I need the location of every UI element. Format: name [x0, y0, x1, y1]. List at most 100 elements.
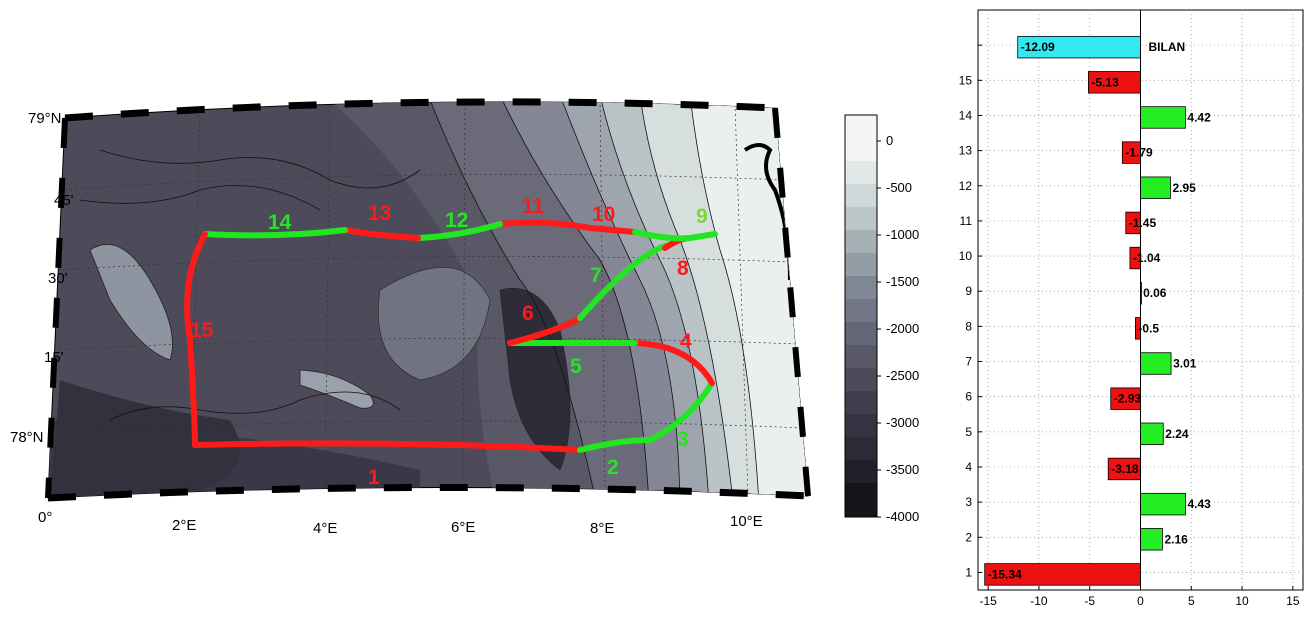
colorbar-step	[845, 322, 877, 345]
bar-value-label: -1.79	[1125, 146, 1153, 160]
bar-chart: -15.34 2.16 4.43 -3.18 2.24 -2.93 3.01 -0.5 0.06…	[959, 9, 1304, 608]
colorbar-label: -500	[886, 180, 912, 195]
x-tick-label: -10	[1030, 594, 1048, 608]
bar-section-5	[1140, 422, 1164, 446]
lon-label-8e: 8°E	[590, 520, 614, 537]
y-tick-label: 8	[965, 319, 972, 333]
section-2	[577, 437, 653, 453]
section-12	[415, 221, 503, 241]
y-tick-label: 6	[965, 390, 972, 404]
bar-value-label: -15.34	[988, 567, 1022, 581]
bathy-bump	[378, 266, 491, 381]
bathy-ridge-mid	[299, 369, 374, 409]
section-label-2: 2	[607, 456, 619, 479]
colorbar-label: 0	[886, 133, 893, 148]
section-3	[647, 380, 715, 443]
map-panel: 1 2 3 4 5 6 7 8 9 10 11 12 13 14 15 79°N…	[10, 98, 811, 537]
map-border	[45, 98, 811, 502]
bar-value-label: 2.16	[1164, 532, 1188, 546]
lat-label-79n: 79°N	[28, 110, 62, 127]
section-label-12: 12	[445, 209, 468, 232]
bar-value-label: 4.42	[1187, 110, 1211, 124]
contours	[79, 101, 761, 499]
y-tick-label: 3	[965, 495, 972, 509]
colorbar-label: -2500	[886, 368, 919, 383]
colorbar-step	[845, 391, 877, 414]
bar-value-label: 2.95	[1172, 181, 1196, 195]
colorbar-ticks	[877, 140, 881, 518]
bar-section-12	[1140, 176, 1171, 199]
colorbar-label: -3000	[886, 415, 919, 430]
section-13	[342, 227, 421, 241]
y-tick-label: 10	[959, 249, 973, 263]
y-tick-label: 13	[959, 144, 973, 158]
y-tick-label: 2	[965, 530, 972, 544]
section-4	[632, 340, 715, 386]
lon-label-0: 0°	[38, 509, 52, 526]
section-label-13: 13	[368, 202, 391, 225]
colorbar-step	[845, 437, 877, 460]
x-tick-label: 15	[1286, 594, 1300, 608]
graticule	[49, 101, 804, 499]
colorbar-label: -2000	[886, 321, 919, 336]
bar-value-label: -0.5	[1138, 321, 1159, 335]
lon-label-4e: 4°E	[313, 520, 337, 537]
colorbar-step	[845, 207, 877, 230]
y-tick-label: 12	[959, 179, 973, 193]
bar-section-7	[1140, 352, 1172, 375]
lat-label-15: 15'	[44, 349, 64, 366]
colorbar-step	[845, 460, 877, 483]
section-1	[192, 440, 583, 453]
bar-value-label: -1.45	[1129, 216, 1157, 230]
section-label-6: 6	[522, 302, 534, 325]
lat-label-45: 45'	[54, 192, 74, 209]
section-label-8: 8	[677, 257, 689, 280]
bars: -15.34 2.16 4.43 -3.18 2.24 -2.93 3.01 -0.5 0.06…	[984, 35, 1211, 586]
bathy-deep-east	[499, 288, 571, 471]
x-tick-label: 5	[1188, 594, 1195, 608]
y-tick-label: 5	[965, 425, 972, 439]
section-15	[184, 231, 208, 448]
sections	[184, 219, 718, 453]
colorbar-outline	[844, 114, 878, 518]
section-14	[202, 227, 348, 239]
section-label-10: 10	[592, 203, 615, 226]
bar-section-3	[1140, 492, 1186, 516]
colorbar-label: -1500	[886, 274, 919, 289]
section-6	[507, 315, 583, 346]
map-axis-labels: 79°N 45' 30' 15' 78°N 0° 2°E 4°E 6°E 8°E…	[10, 110, 763, 537]
section-label-9: 9	[696, 205, 708, 228]
y-tick-label: 9	[965, 284, 972, 298]
lon-label-6e: 6°E	[451, 519, 475, 536]
colorbar-step	[845, 368, 877, 391]
section-label-15: 15	[190, 319, 214, 342]
y-tick-label: 15	[959, 73, 973, 87]
colorbar-step	[845, 161, 877, 184]
section-11	[497, 219, 593, 231]
colorbar-step	[845, 345, 877, 368]
section-labels: 1 2 3 4 5 6 7 8 9 10 11 12 13 14 15	[190, 195, 708, 489]
bar-value-label: 0.06	[1143, 286, 1167, 300]
bar-value-label: 3.01	[1173, 357, 1197, 371]
section-label-4: 4	[680, 330, 692, 353]
colorbar-step	[845, 299, 877, 322]
bar-value-label: -1.04	[1133, 251, 1161, 265]
x-tick-label: -15	[979, 594, 997, 608]
lat-label-30: 30'	[48, 270, 68, 287]
section-10b	[632, 229, 693, 242]
colorbar-step	[845, 184, 877, 207]
bar-value-label: -2.93	[1114, 392, 1142, 406]
bar-value-label: -3.18	[1111, 462, 1139, 476]
y-tick-label: 7	[965, 355, 972, 369]
colorbar-label: -4000	[886, 509, 919, 524]
bar-value-label: -5.13	[1091, 75, 1119, 89]
x-tick-label: 0	[1137, 594, 1144, 608]
x-tick-label: 10	[1235, 594, 1249, 608]
colorbar: 0 -500 -1000 -1500 -2000 -2500 -3000 -35…	[844, 114, 919, 524]
section-label-3: 3	[677, 428, 689, 451]
bar-value-label: 4.43	[1187, 497, 1211, 511]
bar-section-14	[1140, 106, 1186, 129]
bathy-ridge-west	[89, 243, 173, 361]
colorbar-step	[845, 253, 877, 276]
